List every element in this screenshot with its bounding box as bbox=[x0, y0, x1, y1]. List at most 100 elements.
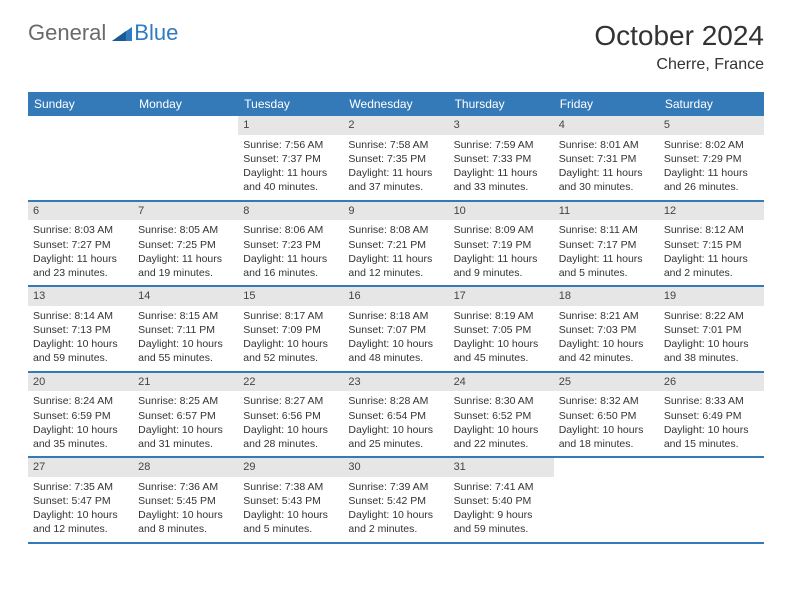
daylight-line: Daylight: 10 hours and 22 minutes. bbox=[454, 423, 549, 451]
day-of-week: Friday bbox=[554, 92, 659, 116]
calendar-cell: 29Sunrise: 7:38 AMSunset: 5:43 PMDayligh… bbox=[238, 458, 343, 542]
sunrise-line: Sunrise: 8:11 AM bbox=[559, 223, 654, 237]
sunset-line: Sunset: 5:45 PM bbox=[138, 494, 233, 508]
daylight-line: Daylight: 11 hours and 33 minutes. bbox=[454, 166, 549, 194]
daylight-line: Daylight: 10 hours and 18 minutes. bbox=[559, 423, 654, 451]
calendar-cell: 30Sunrise: 7:39 AMSunset: 5:42 PMDayligh… bbox=[343, 458, 448, 542]
calendar-cell bbox=[28, 116, 133, 200]
day-number: 8 bbox=[238, 202, 343, 221]
sunrise-line: Sunrise: 7:58 AM bbox=[348, 138, 443, 152]
cell-body: Sunrise: 7:41 AMSunset: 5:40 PMDaylight:… bbox=[449, 477, 554, 542]
day-number: 22 bbox=[238, 373, 343, 392]
sunset-line: Sunset: 5:47 PM bbox=[33, 494, 128, 508]
cell-body: Sunrise: 7:36 AMSunset: 5:45 PMDaylight:… bbox=[133, 477, 238, 542]
cell-body: Sunrise: 8:33 AMSunset: 6:49 PMDaylight:… bbox=[659, 391, 764, 456]
calendar-cell: 22Sunrise: 8:27 AMSunset: 6:56 PMDayligh… bbox=[238, 373, 343, 457]
daylight-line: Daylight: 10 hours and 38 minutes. bbox=[664, 337, 759, 365]
day-number: 18 bbox=[554, 287, 659, 306]
cell-body: Sunrise: 8:22 AMSunset: 7:01 PMDaylight:… bbox=[659, 306, 764, 371]
sunrise-line: Sunrise: 7:36 AM bbox=[138, 480, 233, 494]
daylight-line: Daylight: 10 hours and 48 minutes. bbox=[348, 337, 443, 365]
calendar-cell: 1Sunrise: 7:56 AMSunset: 7:37 PMDaylight… bbox=[238, 116, 343, 200]
daylight-line: Daylight: 9 hours and 59 minutes. bbox=[454, 508, 549, 536]
cell-body: Sunrise: 7:39 AMSunset: 5:42 PMDaylight:… bbox=[343, 477, 448, 542]
day-number: 3 bbox=[449, 116, 554, 135]
day-number: 31 bbox=[449, 458, 554, 477]
calendar-cell: 2Sunrise: 7:58 AMSunset: 7:35 PMDaylight… bbox=[343, 116, 448, 200]
daylight-line: Daylight: 10 hours and 52 minutes. bbox=[243, 337, 338, 365]
cell-body: Sunrise: 7:58 AMSunset: 7:35 PMDaylight:… bbox=[343, 135, 448, 200]
daylight-line: Daylight: 10 hours and 12 minutes. bbox=[33, 508, 128, 536]
daylight-line: Daylight: 10 hours and 2 minutes. bbox=[348, 508, 443, 536]
cell-body: Sunrise: 8:27 AMSunset: 6:56 PMDaylight:… bbox=[238, 391, 343, 456]
daylight-line: Daylight: 10 hours and 55 minutes. bbox=[138, 337, 233, 365]
sunrise-line: Sunrise: 7:35 AM bbox=[33, 480, 128, 494]
calendar-cell: 21Sunrise: 8:25 AMSunset: 6:57 PMDayligh… bbox=[133, 373, 238, 457]
sunset-line: Sunset: 7:09 PM bbox=[243, 323, 338, 337]
day-number: 27 bbox=[28, 458, 133, 477]
cell-body: Sunrise: 8:28 AMSunset: 6:54 PMDaylight:… bbox=[343, 391, 448, 456]
cell-body: Sunrise: 8:15 AMSunset: 7:11 PMDaylight:… bbox=[133, 306, 238, 371]
sunrise-line: Sunrise: 8:08 AM bbox=[348, 223, 443, 237]
day-number: 17 bbox=[449, 287, 554, 306]
calendar-cell: 3Sunrise: 7:59 AMSunset: 7:33 PMDaylight… bbox=[449, 116, 554, 200]
header: General Blue October 2024 Cherre, France bbox=[28, 20, 764, 74]
calendar-cell: 19Sunrise: 8:22 AMSunset: 7:01 PMDayligh… bbox=[659, 287, 764, 371]
calendar-cell bbox=[659, 458, 764, 542]
day-number: 24 bbox=[449, 373, 554, 392]
sunrise-line: Sunrise: 8:06 AM bbox=[243, 223, 338, 237]
sunrise-line: Sunrise: 8:24 AM bbox=[33, 394, 128, 408]
daylight-line: Daylight: 10 hours and 28 minutes. bbox=[243, 423, 338, 451]
cell-body: Sunrise: 7:38 AMSunset: 5:43 PMDaylight:… bbox=[238, 477, 343, 542]
day-number: 21 bbox=[133, 373, 238, 392]
sunset-line: Sunset: 6:54 PM bbox=[348, 409, 443, 423]
sunset-line: Sunset: 7:13 PM bbox=[33, 323, 128, 337]
calendar-cell: 17Sunrise: 8:19 AMSunset: 7:05 PMDayligh… bbox=[449, 287, 554, 371]
calendar-cell: 15Sunrise: 8:17 AMSunset: 7:09 PMDayligh… bbox=[238, 287, 343, 371]
cell-body: Sunrise: 8:11 AMSunset: 7:17 PMDaylight:… bbox=[554, 220, 659, 285]
sunset-line: Sunset: 7:19 PM bbox=[454, 238, 549, 252]
sunset-line: Sunset: 6:56 PM bbox=[243, 409, 338, 423]
day-number: 5 bbox=[659, 116, 764, 135]
cell-body: Sunrise: 8:01 AMSunset: 7:31 PMDaylight:… bbox=[554, 135, 659, 200]
cell-body: Sunrise: 8:21 AMSunset: 7:03 PMDaylight:… bbox=[554, 306, 659, 371]
cell-body: Sunrise: 8:17 AMSunset: 7:09 PMDaylight:… bbox=[238, 306, 343, 371]
day-number: 13 bbox=[28, 287, 133, 306]
calendar-cell: 26Sunrise: 8:33 AMSunset: 6:49 PMDayligh… bbox=[659, 373, 764, 457]
sunrise-line: Sunrise: 7:39 AM bbox=[348, 480, 443, 494]
cell-body: Sunrise: 8:03 AMSunset: 7:27 PMDaylight:… bbox=[28, 220, 133, 285]
day-number: 29 bbox=[238, 458, 343, 477]
sunrise-line: Sunrise: 7:56 AM bbox=[243, 138, 338, 152]
calendar-cell: 4Sunrise: 8:01 AMSunset: 7:31 PMDaylight… bbox=[554, 116, 659, 200]
day-number: 23 bbox=[343, 373, 448, 392]
weeks-container: 1Sunrise: 7:56 AMSunset: 7:37 PMDaylight… bbox=[28, 116, 764, 544]
sunset-line: Sunset: 7:15 PM bbox=[664, 238, 759, 252]
calendar-cell: 8Sunrise: 8:06 AMSunset: 7:23 PMDaylight… bbox=[238, 202, 343, 286]
cell-body: Sunrise: 8:02 AMSunset: 7:29 PMDaylight:… bbox=[659, 135, 764, 200]
sunrise-line: Sunrise: 8:15 AM bbox=[138, 309, 233, 323]
sunrise-line: Sunrise: 7:59 AM bbox=[454, 138, 549, 152]
sunset-line: Sunset: 6:49 PM bbox=[664, 409, 759, 423]
calendar-cell: 18Sunrise: 8:21 AMSunset: 7:03 PMDayligh… bbox=[554, 287, 659, 371]
day-of-week: Tuesday bbox=[238, 92, 343, 116]
day-number: 2 bbox=[343, 116, 448, 135]
day-number: 7 bbox=[133, 202, 238, 221]
sunset-line: Sunset: 7:21 PM bbox=[348, 238, 443, 252]
triangle-icon bbox=[112, 25, 132, 41]
daylight-line: Daylight: 10 hours and 59 minutes. bbox=[33, 337, 128, 365]
day-number: 28 bbox=[133, 458, 238, 477]
calendar-cell: 16Sunrise: 8:18 AMSunset: 7:07 PMDayligh… bbox=[343, 287, 448, 371]
day-number: 16 bbox=[343, 287, 448, 306]
cell-body: Sunrise: 8:32 AMSunset: 6:50 PMDaylight:… bbox=[554, 391, 659, 456]
sunset-line: Sunset: 7:03 PM bbox=[559, 323, 654, 337]
cell-body: Sunrise: 8:08 AMSunset: 7:21 PMDaylight:… bbox=[343, 220, 448, 285]
sunrise-line: Sunrise: 8:25 AM bbox=[138, 394, 233, 408]
logo: General Blue bbox=[28, 20, 178, 46]
day-number: 20 bbox=[28, 373, 133, 392]
sunrise-line: Sunrise: 8:28 AM bbox=[348, 394, 443, 408]
calendar-cell: 31Sunrise: 7:41 AMSunset: 5:40 PMDayligh… bbox=[449, 458, 554, 542]
cell-body: Sunrise: 7:56 AMSunset: 7:37 PMDaylight:… bbox=[238, 135, 343, 200]
day-number: 19 bbox=[659, 287, 764, 306]
cell-body: Sunrise: 8:06 AMSunset: 7:23 PMDaylight:… bbox=[238, 220, 343, 285]
sunset-line: Sunset: 6:59 PM bbox=[33, 409, 128, 423]
